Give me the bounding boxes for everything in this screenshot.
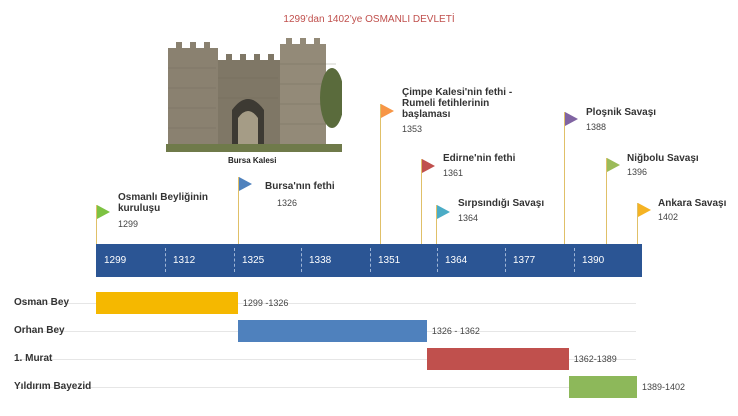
axis-separator — [370, 248, 371, 272]
axis-tick-label: 1364 — [445, 255, 468, 266]
ruler-reign-bar — [426, 348, 569, 370]
event-title: Niğbolu Savaşı — [627, 153, 699, 164]
axis-tick-label: 1299 — [104, 255, 127, 266]
ruler-reign-bar — [96, 292, 238, 314]
axis-separator — [165, 248, 166, 272]
event-flag-icon — [607, 158, 621, 177]
event-year: 1396 — [627, 167, 648, 177]
ruler-reign-range: 1389-1402 — [642, 382, 686, 392]
event-marker-line — [380, 104, 381, 244]
ruler-name: 1. Murat — [14, 353, 53, 364]
event-flag-icon — [422, 159, 436, 178]
event-flag-icon — [437, 205, 451, 224]
ruler-name: Orhan Bey — [14, 325, 65, 336]
event-title: Ploşnik Savaşı — [586, 107, 657, 118]
axis-tick-label: 1377 — [513, 255, 536, 266]
ruler-track-line — [16, 387, 636, 388]
ruler-reign-range: 1299 -1326 — [242, 298, 289, 308]
event-marker-line — [606, 158, 607, 244]
axis-tick-label: 1390 — [582, 255, 605, 266]
event-year: 1353 — [402, 124, 423, 134]
axis-separator — [505, 248, 506, 272]
event-title: Ankara Savaşı — [658, 198, 727, 209]
ruler-reign-range: 1362-1389 — [573, 354, 617, 364]
event-title: Çimpe Kalesi'nin fethi - Rumeli fetihler… — [402, 87, 513, 120]
page-title: 1299’dan 1402’ye OSMANLI DEVLETİ — [283, 14, 455, 25]
event-title: Bursa'nın fethi — [265, 181, 335, 192]
photo-caption: Bursa Kalesi — [228, 156, 277, 165]
ruler-track-line — [16, 303, 636, 304]
event-marker-line — [637, 203, 638, 244]
timeline-axis-bar — [96, 244, 642, 277]
event-year: 1402 — [658, 212, 679, 222]
event-marker-line — [564, 112, 565, 244]
event-year: 1326 — [277, 198, 298, 208]
bursa-castle-photo — [166, 38, 342, 152]
ruler-track-line — [16, 359, 636, 360]
event-title: Sırpsındığı Savaşı — [458, 198, 545, 209]
ruler-name: Osman Bey — [14, 297, 70, 308]
axis-separator — [437, 248, 438, 272]
event-marker-line — [238, 177, 239, 244]
event-year: 1388 — [586, 122, 607, 132]
axis-separator — [574, 248, 575, 272]
event-year: 1299 — [118, 219, 139, 229]
axis-tick-label: 1312 — [173, 255, 196, 266]
axis-tick-label: 1325 — [242, 255, 265, 266]
event-title: Edirne'nin fethi — [443, 153, 516, 164]
event-flag-icon — [565, 112, 579, 131]
axis-separator — [301, 248, 302, 272]
axis-separator — [234, 248, 235, 272]
event-flag-icon — [239, 177, 253, 196]
event-year: 1361 — [443, 168, 464, 178]
ruler-reign-bar — [237, 320, 427, 342]
event-flag-icon — [638, 203, 652, 222]
event-marker-line — [96, 205, 97, 244]
ruler-name: Yıldırım Bayezid — [14, 381, 92, 392]
event-flag-icon — [97, 205, 111, 224]
event-marker-line — [436, 205, 437, 244]
event-year: 1364 — [458, 213, 479, 223]
event-flag-icon — [381, 104, 395, 123]
ruler-reign-bar — [568, 376, 637, 398]
ruler-reign-range: 1326 - 1362 — [431, 326, 480, 336]
event-title: Osmanlı Beyliğinin kuruluşu — [118, 192, 209, 214]
axis-tick-label: 1351 — [378, 255, 401, 266]
axis-tick-label: 1338 — [309, 255, 332, 266]
event-marker-line — [421, 159, 422, 244]
